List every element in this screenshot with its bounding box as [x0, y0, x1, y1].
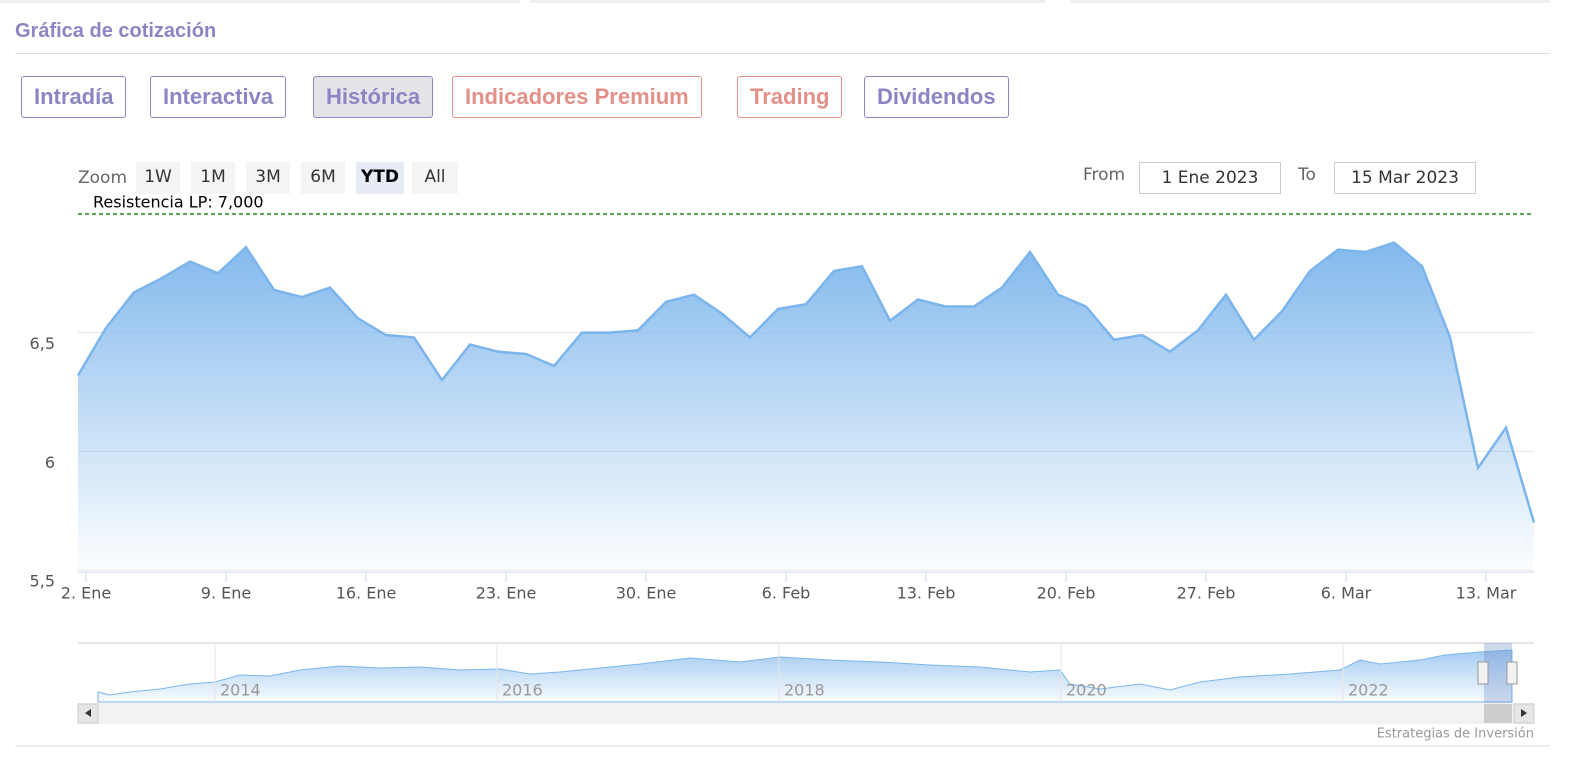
x-tick-label: 9. Ene: [201, 584, 251, 603]
arrow: [85, 709, 91, 717]
navigator-label: 2016: [502, 681, 543, 700]
zoom-label: Zoom: [78, 168, 128, 188]
zoom-button[interactable]: 1W: [136, 162, 180, 194]
tab[interactable]: Dividendos: [864, 76, 1009, 118]
navigator-series: [97, 649, 1513, 703]
tab[interactable]: Trading: [737, 76, 843, 118]
tab[interactable]: Histórica: [313, 76, 434, 118]
x-tick-label: 6. Mar: [1321, 584, 1372, 603]
to-input[interactable]: 15 Mar 2023: [1334, 162, 1476, 194]
tab[interactable]: Indicadores Premium: [452, 76, 702, 118]
divider: [15, 53, 1550, 54]
zoom-button[interactable]: 3M: [246, 162, 290, 194]
x-tick-label: 2. Ene: [61, 584, 111, 603]
card-strip: [1070, 0, 1550, 3]
zoom-button[interactable]: All: [412, 162, 458, 194]
x-tick-label: 16. Ene: [336, 584, 397, 603]
to-label: To: [1298, 165, 1316, 185]
arrow: [1521, 709, 1527, 717]
area-fill: [78, 242, 1534, 571]
navigator-label: 2014: [220, 681, 261, 700]
zoom-button[interactable]: 1M: [191, 162, 235, 194]
x-tick-label: 23. Ene: [476, 584, 537, 603]
x-tick-label: 13. Feb: [897, 584, 956, 603]
navigator-label: 2018: [784, 681, 825, 700]
navigator-label: 2020: [1066, 681, 1107, 700]
x-tick-label: 30. Ene: [616, 584, 677, 603]
scroll-thumb[interactable]: [1484, 704, 1512, 723]
x-tick-label: 27. Feb: [1177, 584, 1236, 603]
x-tick-label: 6. Feb: [762, 584, 811, 603]
zoom-button[interactable]: YTD: [356, 162, 404, 194]
credit: Estrategias de Inversión: [1377, 727, 1534, 742]
y-tick-label: 6,5: [30, 334, 55, 353]
card-strip: [0, 0, 520, 3]
y-tick-label: 5,5: [30, 572, 55, 591]
x-tick-label: 13. Mar: [1456, 584, 1517, 603]
from-input[interactable]: 1 Ene 2023: [1139, 162, 1281, 194]
navigator: 2014 2016 2018 2020 2022 Estrategias de Inver…: [77, 642, 1535, 742]
card-strip: [530, 0, 1045, 3]
navigator-label: 2022: [1348, 681, 1389, 700]
y-tick-label: 6: [45, 453, 55, 472]
zoom-button[interactable]: 6M: [301, 162, 345, 194]
scrollbar[interactable]: [78, 703, 1534, 724]
tab[interactable]: Intradía: [21, 76, 127, 118]
tab[interactable]: Interactiva: [150, 76, 287, 118]
area-line: [76, 241, 1536, 523]
from-label: From: [1083, 165, 1126, 185]
resistance-label: Resistencia LP: 7,000: [93, 193, 264, 212]
navigator-handle[interactable]: [1477, 661, 1489, 685]
section-title: Gráfica de cotización: [15, 20, 217, 42]
navigator-handle[interactable]: [1506, 661, 1518, 685]
x-tick-label: 20. Feb: [1037, 584, 1096, 603]
